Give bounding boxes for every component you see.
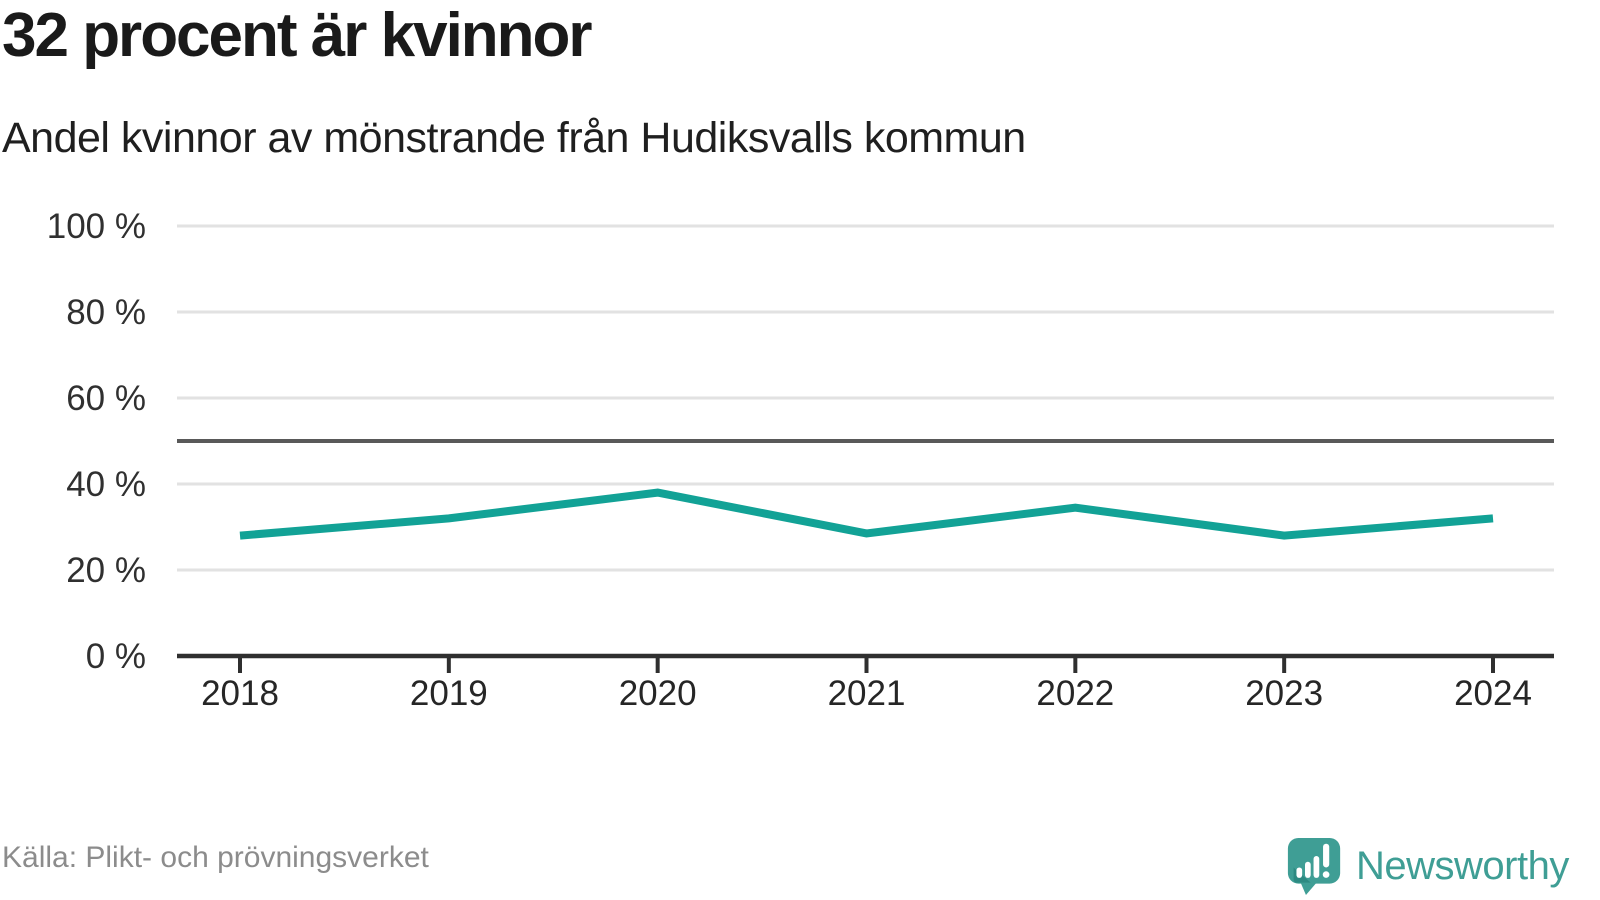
x-axis-label: 2020 xyxy=(619,674,697,713)
logo-exclamation-bar xyxy=(1323,843,1330,868)
y-axis-label: 0 % xyxy=(86,637,146,676)
logo-bar-2 xyxy=(1305,861,1311,878)
y-axis-label: 40 % xyxy=(66,465,146,504)
chart-subtitle: Andel kvinnor av mönstrande från Hudiksv… xyxy=(2,114,1026,162)
x-axis-label: 2022 xyxy=(1036,674,1114,713)
y-axis-label: 20 % xyxy=(66,551,146,590)
y-axis-label: 80 % xyxy=(66,293,146,332)
y-axis-label: 100 % xyxy=(47,207,146,246)
x-axis-label: 2019 xyxy=(410,674,488,713)
data-line xyxy=(239,488,1494,540)
logo-bar-1 xyxy=(1296,867,1303,878)
x-axis-label: 2018 xyxy=(201,674,279,713)
x-axis-label: 2024 xyxy=(1454,674,1532,713)
x-axis-label: 2021 xyxy=(828,674,906,713)
source-note: Källa: Plikt- och prövningsverket xyxy=(2,841,429,874)
newsworthy-wordmark: Newsworthy xyxy=(1356,844,1569,888)
y-axis-label: 60 % xyxy=(66,379,146,418)
newsworthy-logo: Newsworthy xyxy=(1286,835,1569,898)
x-axis-label: 2023 xyxy=(1245,674,1323,713)
chart-title: 32 procent är kvinnor xyxy=(2,1,593,70)
logo-bar-3 xyxy=(1313,856,1320,878)
newsworthy-logo-icon xyxy=(1287,838,1341,895)
logo-exclamation-dot xyxy=(1322,871,1330,878)
